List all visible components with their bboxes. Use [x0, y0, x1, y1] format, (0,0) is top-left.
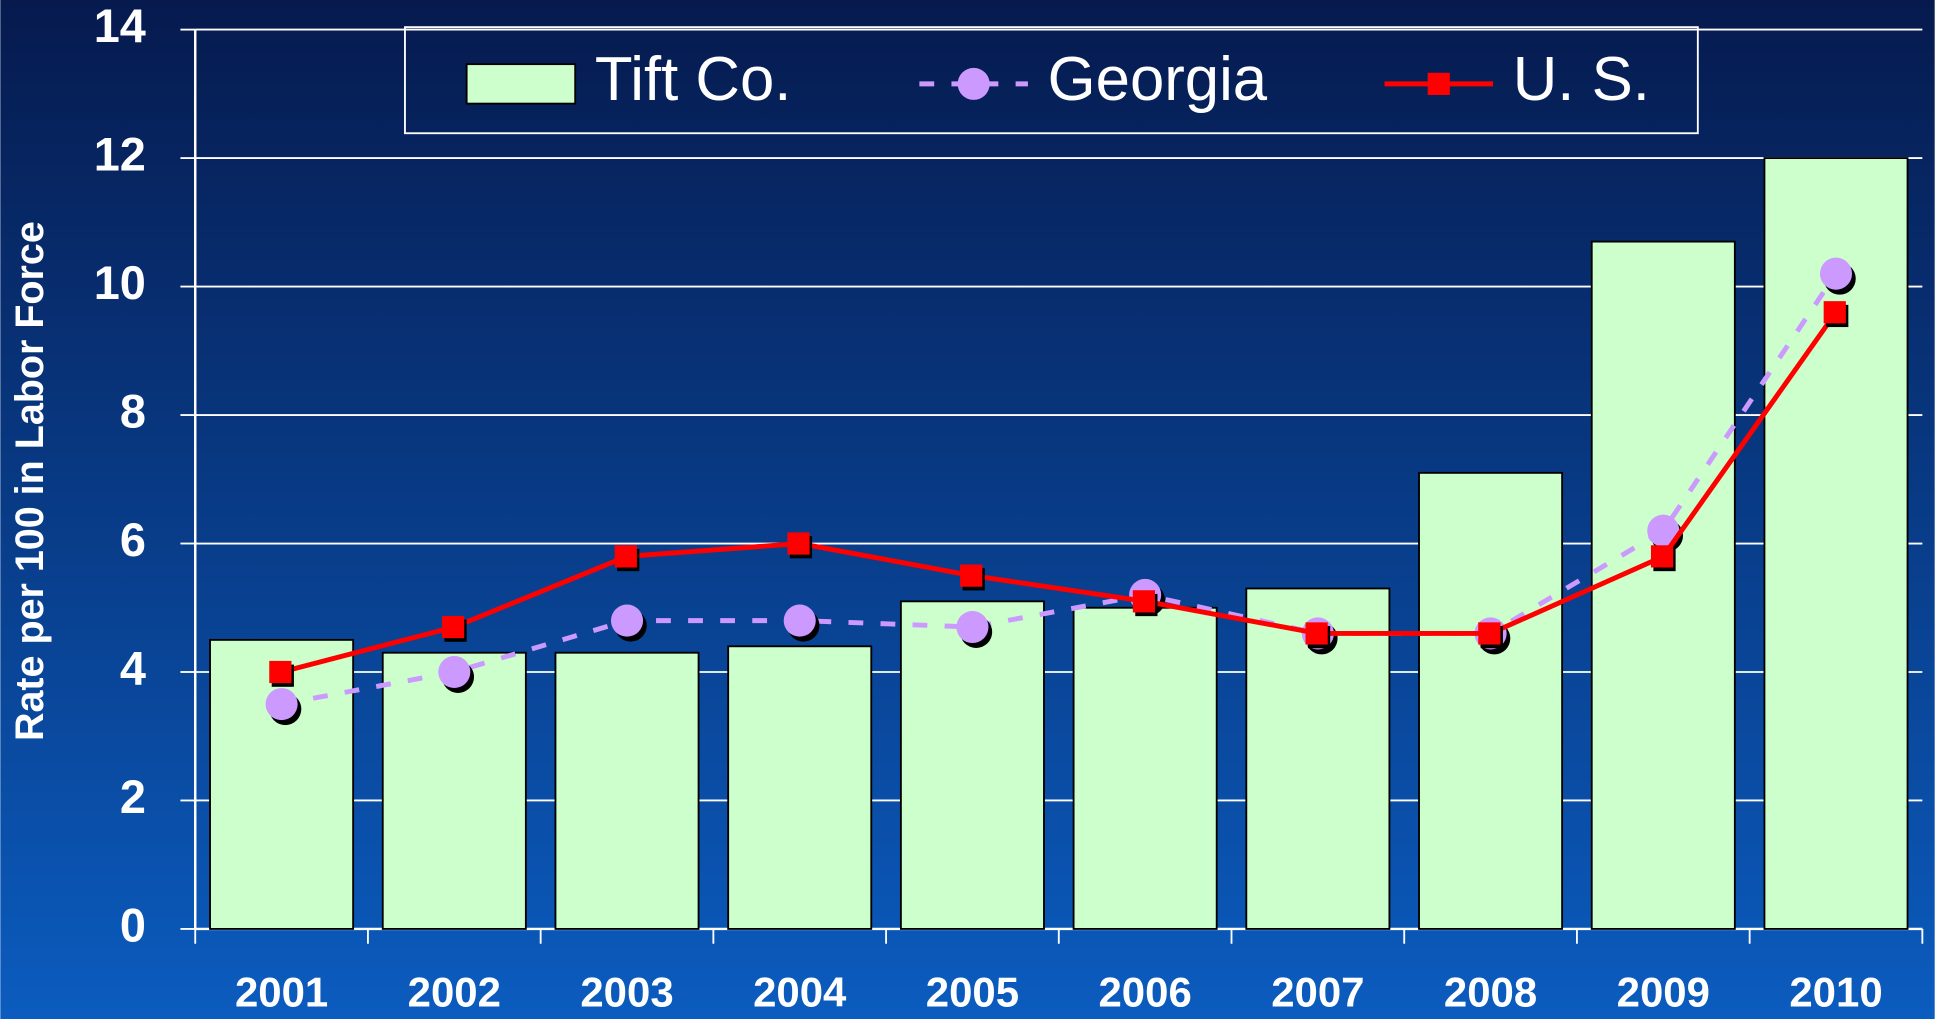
bar: [727, 645, 873, 930]
y-tick-label: 0: [120, 899, 146, 951]
x-tick-label: 2005: [926, 969, 1019, 1016]
x-tick-label: 2001: [235, 969, 328, 1016]
bar: [1418, 471, 1564, 930]
marker: [438, 655, 471, 689]
bar: [1072, 606, 1218, 930]
marker: [265, 688, 298, 721]
legend-label: U. S.: [1513, 45, 1650, 114]
x-tick-label: 2006: [1098, 969, 1191, 1016]
marker: [956, 610, 989, 644]
marker: [1305, 622, 1328, 645]
marker: [1819, 257, 1853, 290]
bar: [899, 600, 1045, 930]
x-tick-label: 2004: [753, 969, 847, 1016]
y-axis-label: Rate per 100 in Labor Force: [8, 221, 52, 741]
bar: [381, 651, 527, 930]
bar: [209, 638, 355, 930]
y-tick-label: 10: [94, 257, 146, 309]
y-tick-label: 14: [94, 0, 146, 52]
legend: Tift Co. Georgia U. S.: [465, 45, 1650, 114]
y-tick-label: 2: [120, 771, 146, 823]
marker: [787, 532, 810, 555]
x-tick-label: 2003: [580, 969, 673, 1016]
marker: [1647, 514, 1680, 547]
marker: [960, 564, 983, 587]
y-tick-label: 12: [94, 128, 146, 180]
legend-box: [404, 26, 1699, 135]
bars: [209, 157, 1909, 930]
marker: [269, 660, 292, 684]
marker: [783, 604, 816, 637]
x-tick-label: 2009: [1617, 969, 1710, 1016]
marker: [441, 615, 465, 639]
x-tick-label: 2008: [1444, 969, 1537, 1016]
lines: [265, 257, 1856, 726]
marker: [1132, 590, 1156, 613]
bar: [1590, 240, 1736, 930]
legend-marker: [1427, 72, 1450, 95]
legend-label: Georgia: [1048, 45, 1268, 114]
marker: [1478, 622, 1501, 645]
line: [281, 272, 1839, 707]
line: [280, 310, 1839, 675]
y-tick-label: 4: [120, 642, 146, 694]
x-tick-label: 2002: [408, 969, 501, 1016]
marker: [614, 545, 637, 568]
marker: [1823, 301, 1846, 324]
legend-label: Tift Co.: [595, 45, 791, 114]
x-tick-label: 2010: [1789, 969, 1882, 1016]
x-tick-label: 2007: [1271, 969, 1364, 1016]
bar: [554, 651, 700, 930]
marker: [610, 604, 644, 637]
legend-swatch: [465, 63, 577, 105]
marker: [1650, 545, 1674, 568]
legend-marker: [957, 67, 990, 100]
y-tick-label: 6: [120, 514, 146, 566]
y-tick-label: 8: [120, 385, 146, 437]
bar: [1763, 157, 1909, 930]
